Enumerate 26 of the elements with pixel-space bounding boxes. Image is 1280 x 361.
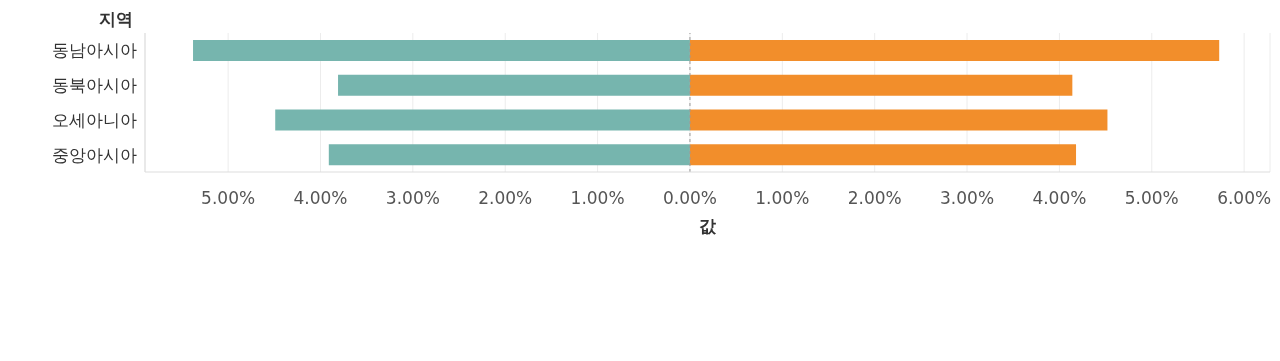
y-tick-label: 오세아니아 <box>52 109 137 130</box>
x-tick-label: 3.00% <box>940 188 995 209</box>
bar <box>338 74 690 96</box>
bar <box>328 144 690 166</box>
y-tick-label: 동남아시아 <box>52 40 137 61</box>
y-axis-title: 지역 <box>98 8 133 31</box>
bar <box>689 144 1077 166</box>
x-tick-label: 1.00% <box>755 188 810 209</box>
bar <box>689 109 1108 131</box>
y-tick-label: 동북아시아 <box>52 75 137 96</box>
x-tick-label: 2.00% <box>847 188 902 209</box>
x-tick-label: 3.00% <box>385 188 440 209</box>
x-tick-label: 4.00% <box>293 188 348 209</box>
bar <box>275 109 690 131</box>
x-tick-label: 1.00% <box>570 188 625 209</box>
x-tick-label: 0.00% <box>662 188 717 209</box>
y-tick-label: 중앙아시아 <box>52 144 137 165</box>
bar <box>193 39 690 61</box>
x-tick-label: 5.00% <box>201 188 256 209</box>
x-tick-label: 4.00% <box>1032 188 1087 209</box>
x-tick-label: 5.00% <box>1124 188 1179 209</box>
x-tick-label: 2.00% <box>478 188 533 209</box>
bar <box>689 74 1073 96</box>
x-axis-title: 값 <box>699 216 717 236</box>
x-tick-label: 6.00% <box>1217 188 1272 209</box>
bar <box>689 39 1220 61</box>
